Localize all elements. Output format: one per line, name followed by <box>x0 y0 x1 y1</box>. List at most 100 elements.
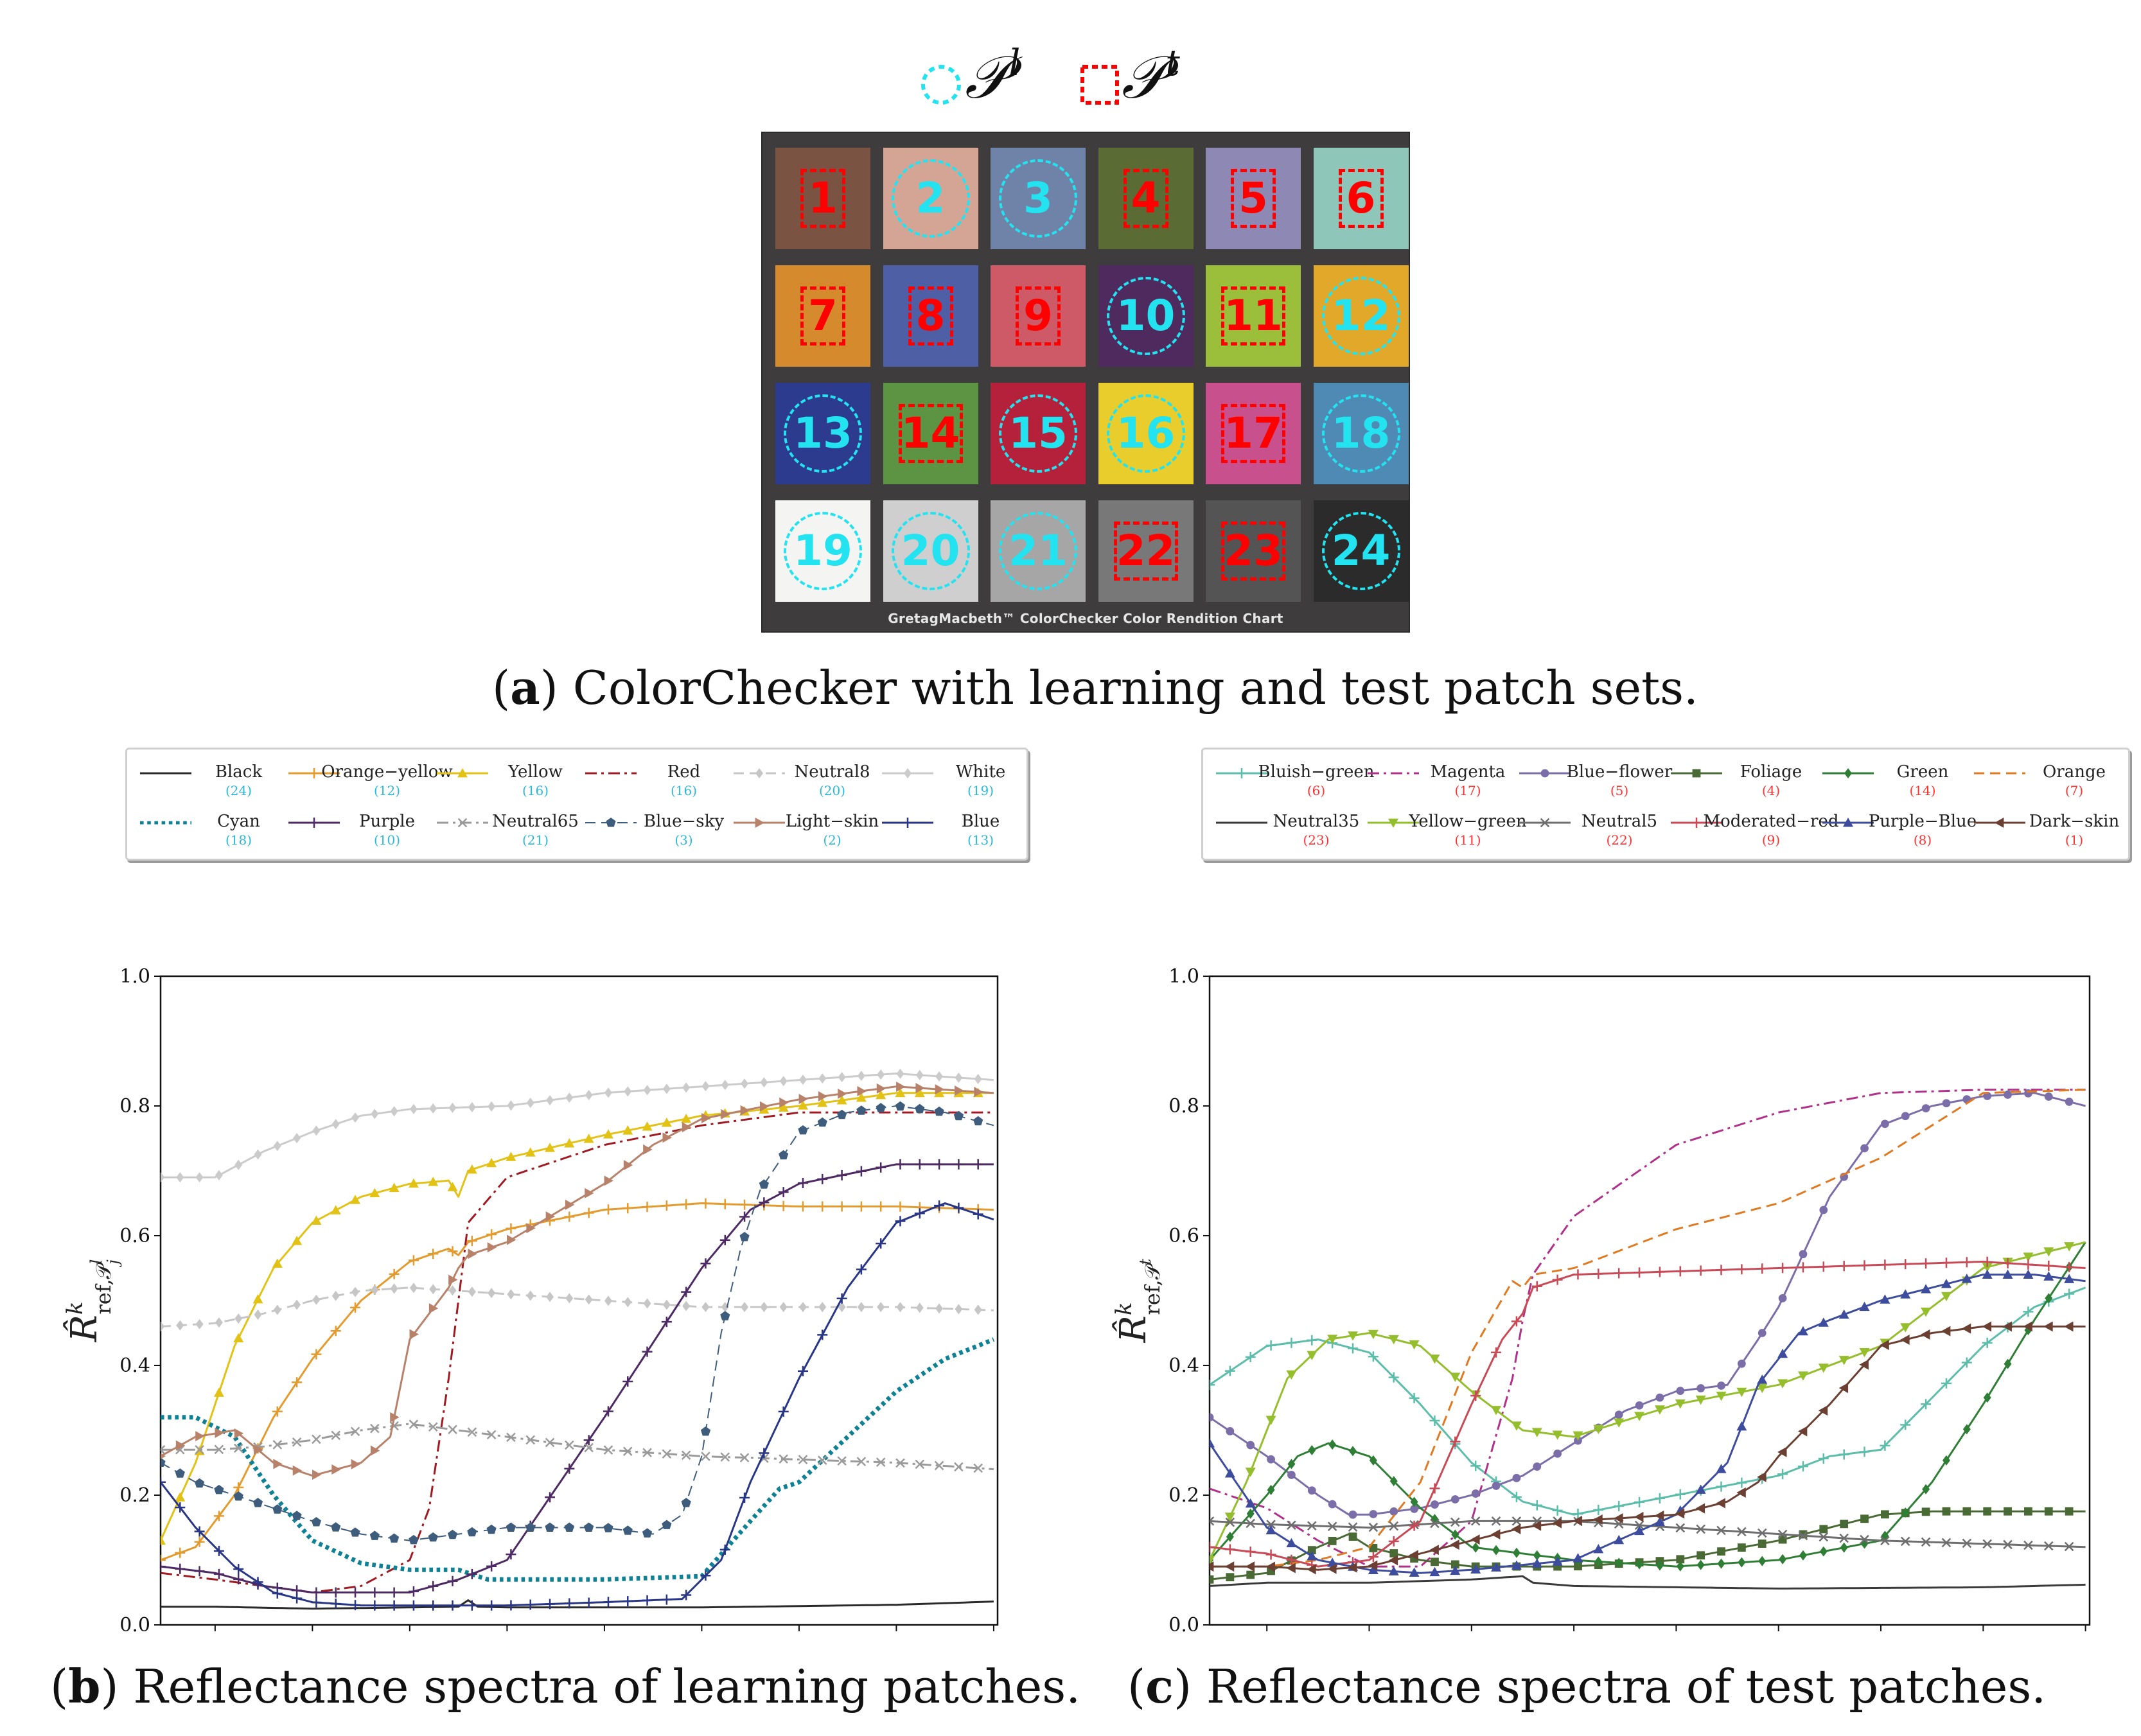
series-line <box>1210 1520 2086 1548</box>
marker-diamond <box>215 1170 223 1180</box>
legend-entry: Blue−sky(3) <box>585 812 724 848</box>
legend-index: (21) <box>522 832 549 848</box>
marker-x <box>681 1450 691 1460</box>
marker-triangle <box>466 1164 477 1174</box>
y-tick-label: 1.0 <box>1168 965 1199 988</box>
marker-x <box>312 1434 321 1444</box>
marker-x <box>565 1440 574 1450</box>
x-tick-label: 750 <box>1760 1636 1797 1638</box>
legend-entry: Neutral5(22) <box>1519 812 1657 848</box>
marker-triangle-left <box>2064 1321 2074 1332</box>
marker-x <box>779 1454 788 1464</box>
marker-square <box>1692 769 1701 778</box>
marker-diamond <box>1860 1538 1869 1549</box>
marker-square <box>2004 1507 2012 1516</box>
marker-triangle <box>1593 1544 1604 1554</box>
marker-plus <box>953 1202 964 1213</box>
marker-square <box>1983 1507 1992 1516</box>
legend-entry: Magenta(17) <box>1368 762 1505 798</box>
marker-x <box>1225 1517 1235 1527</box>
marker-triangle <box>1695 1484 1706 1494</box>
marker-plus <box>1634 1496 1645 1507</box>
marker-diamond <box>1738 1557 1746 1568</box>
series-orange <box>1210 1089 2086 1568</box>
marker-diamond <box>390 1106 398 1117</box>
marker-triangle <box>1470 1564 1481 1574</box>
marker-diamond <box>526 1290 534 1301</box>
patch-number: 8 <box>915 291 946 340</box>
marker-triangle-right <box>662 1132 672 1143</box>
marker-triangle-left <box>1265 1561 1275 1572</box>
marker-pentagon <box>622 1525 633 1535</box>
marker-triangle-right <box>974 1087 983 1098</box>
marker-x <box>1839 1533 1849 1543</box>
legend-entry: Moderated−red(9) <box>1671 812 1838 848</box>
marker-plus <box>914 1159 925 1170</box>
marker-x <box>895 1458 905 1468</box>
marker-diamond <box>351 1112 360 1123</box>
marker-plus <box>1237 768 1247 778</box>
marker-diamond <box>741 1302 749 1313</box>
marker-diamond <box>161 1321 164 1332</box>
marker-triangle-right <box>428 1303 439 1314</box>
patch-number: 5 <box>1238 173 1268 223</box>
marker-plus <box>233 1564 244 1575</box>
marker-circle <box>1614 1410 1623 1419</box>
marker-triangle <box>175 1492 186 1502</box>
marker-triangle <box>2023 1269 2034 1279</box>
marker-triangle-left <box>1286 1563 1296 1574</box>
marker-diamond <box>896 1068 904 1079</box>
legend-label: Neutral65 <box>492 812 579 831</box>
marker-triangle <box>681 1113 692 1123</box>
marker-triangle <box>797 1100 808 1110</box>
marker-triangle <box>330 1205 341 1214</box>
x-tick-label: 650 <box>1555 1636 1592 1638</box>
y-tick-label: 0.6 <box>119 1225 150 1247</box>
marker-plus <box>194 1566 205 1577</box>
marker-plus <box>700 1570 711 1581</box>
marker-x <box>1962 1538 1972 1548</box>
marker-plus <box>1470 1460 1481 1471</box>
marker-triangle-left <box>1531 1520 1542 1531</box>
marker-diamond <box>448 1102 457 1113</box>
marker-diamond <box>448 1285 457 1296</box>
marker-circle <box>1983 1092 1992 1100</box>
marker-circle <box>1431 1500 1439 1509</box>
marker-plus <box>1777 1469 1788 1480</box>
marker-plus <box>486 1229 497 1240</box>
marker-pentagon <box>759 1179 769 1189</box>
marker-diamond <box>1615 1557 1623 1568</box>
marker-square <box>2024 1507 2032 1516</box>
marker-diamond <box>915 1302 924 1313</box>
marker-triangle-down <box>1777 1379 1788 1389</box>
marker-triangle-left <box>2043 1321 2053 1332</box>
marker-plus <box>759 1448 770 1459</box>
learning-marker <box>784 394 862 473</box>
legend-label: Magenta <box>1431 762 1506 782</box>
marker-triangle-right <box>526 1223 536 1234</box>
marker-triangle-right <box>604 1175 613 1186</box>
marker-plus <box>1573 1269 1583 1280</box>
marker-plus <box>1307 1335 1317 1346</box>
marker-x <box>214 1444 224 1455</box>
legend-entry: Orange(7) <box>1974 762 2106 798</box>
marker-pentagon <box>934 1106 944 1116</box>
series-line <box>161 1337 995 1582</box>
marker-pentagon <box>409 1534 419 1545</box>
series-line <box>1210 1575 2086 1590</box>
marker-plus <box>252 1577 263 1588</box>
marker-plus <box>330 1599 341 1609</box>
marker-diamond <box>409 1283 418 1293</box>
series-yellow-green <box>1210 1241 2086 1565</box>
legend-label: Bluish−green <box>1258 762 1375 782</box>
legend-index: (14) <box>1909 783 1935 798</box>
marker-x <box>1491 1516 1501 1526</box>
marker-diamond <box>546 1095 554 1106</box>
marker-plus <box>1982 1337 1993 1348</box>
marker-diamond <box>1226 1531 1234 1542</box>
marker-plus <box>1818 1261 1829 1272</box>
marker-x <box>2043 1541 2054 1551</box>
marker-triangle-left <box>1695 1503 1705 1514</box>
patch-number: 21 <box>1009 526 1068 575</box>
marker-triangle-right <box>682 1122 692 1133</box>
